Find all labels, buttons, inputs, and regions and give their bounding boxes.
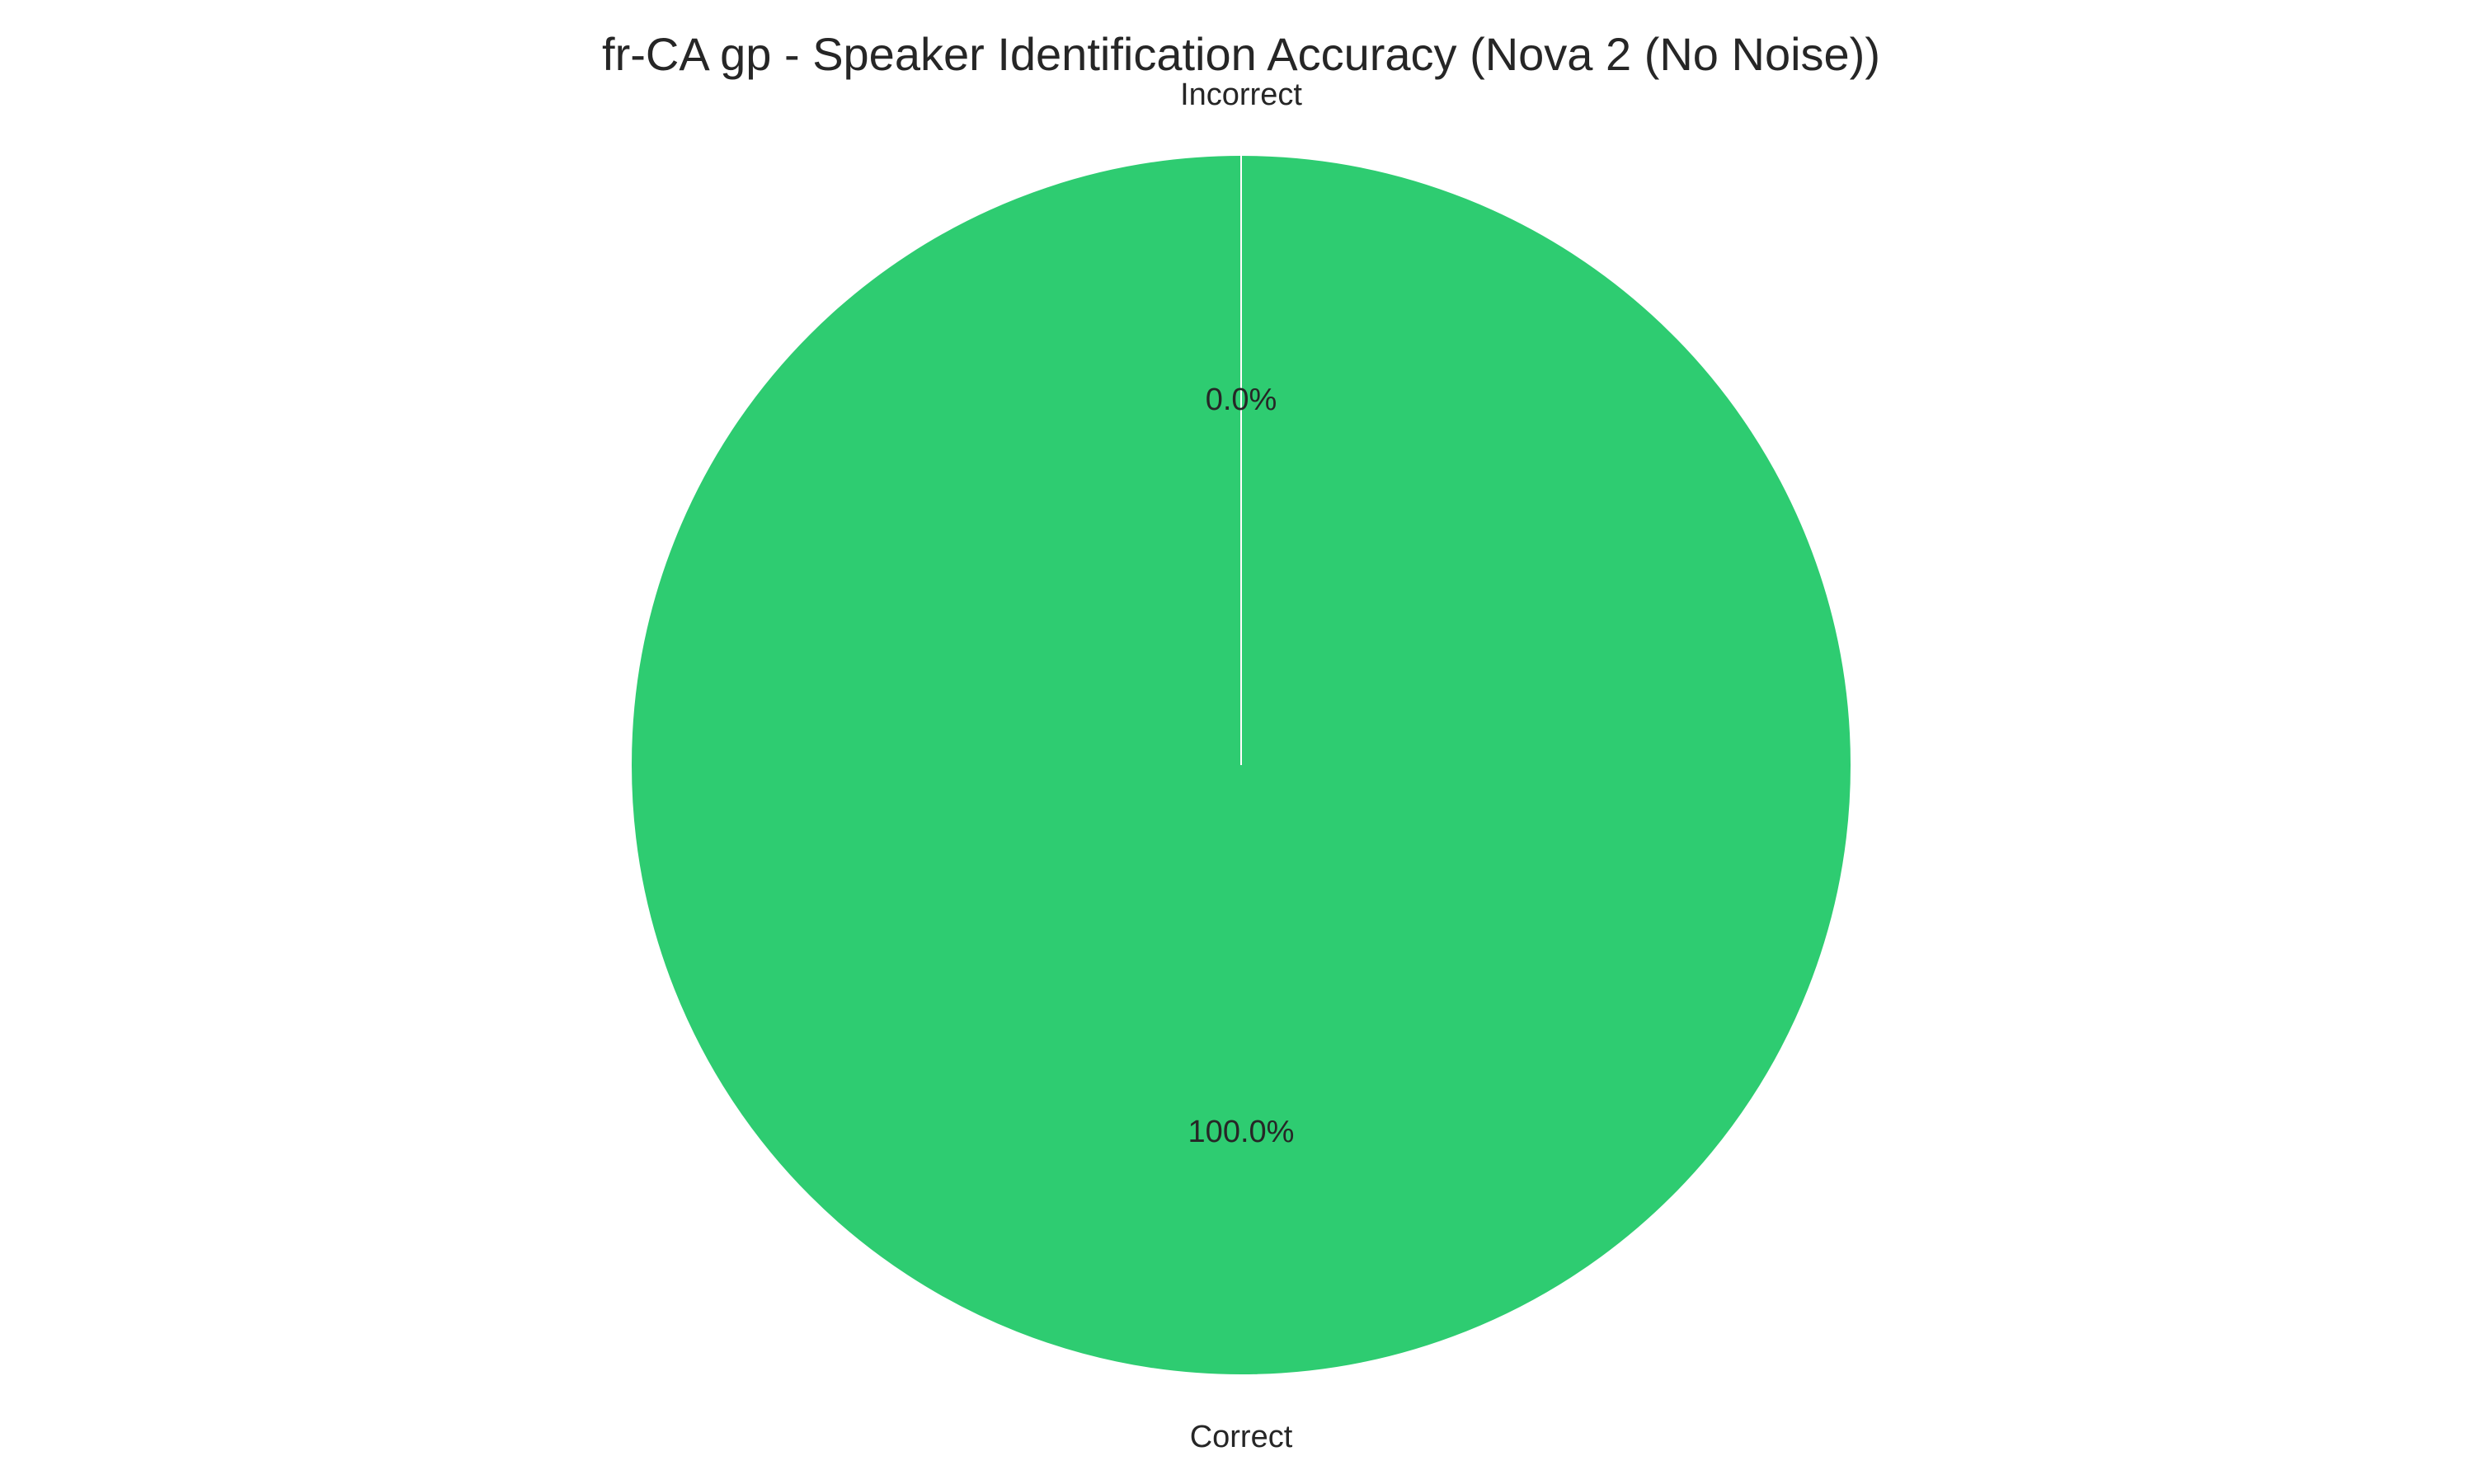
slice-label-correct: Correct: [1190, 1420, 1293, 1454]
chart-title: fr-CA gp - Speaker Identification Accura…: [602, 28, 1880, 80]
slice-label-incorrect: Incorrect: [1180, 77, 1302, 112]
pie-labels: Correct 100.0% Incorrect 0.0%: [1180, 77, 1302, 1454]
pct-label-incorrect: 0.0%: [1206, 383, 1277, 417]
pct-label-correct: 100.0%: [1188, 1115, 1295, 1149]
pie-slices: [630, 154, 1852, 1376]
